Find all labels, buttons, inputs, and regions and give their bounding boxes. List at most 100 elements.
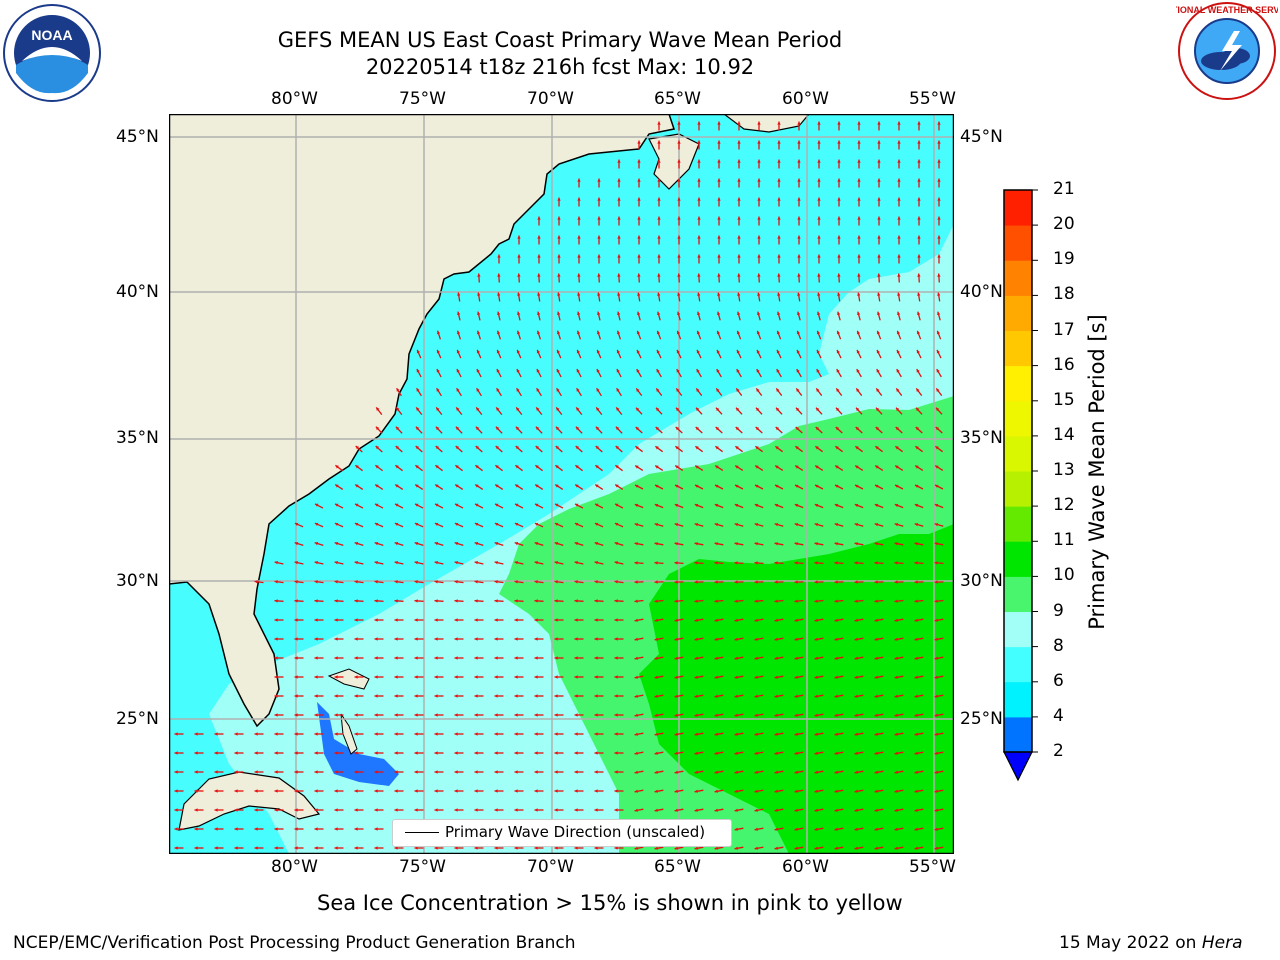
wave-direction-arrowhead <box>634 675 638 679</box>
wave-direction-arrowhead <box>254 846 258 850</box>
wave-direction-arrowhead <box>334 675 338 679</box>
wave-direction-arrowhead <box>335 503 339 507</box>
wave-direction-arrowhead <box>596 349 600 354</box>
wave-direction-arrowhead <box>535 465 539 469</box>
wave-direction-arrowhead <box>634 846 638 850</box>
wave-direction-arrowhead <box>394 599 398 603</box>
wave-direction-arrowhead <box>815 484 819 488</box>
wave-direction-arrowhead <box>617 178 621 182</box>
wave-direction-arrowhead <box>314 694 318 698</box>
wave-direction-arrowhead <box>876 330 881 335</box>
wave-direction-arrowhead <box>774 503 779 508</box>
wave-direction-arrowhead <box>677 178 681 182</box>
wave-direction-arrowhead <box>514 846 518 850</box>
colorbar-tick-label: 4 <box>1053 705 1064 726</box>
land-bahamas <box>327 668 370 755</box>
wave-direction-arrowhead <box>715 465 719 469</box>
wave-direction-arrowhead <box>494 542 499 546</box>
wave-direction-arrowhead <box>477 330 481 335</box>
wave-direction-arrowhead <box>754 732 758 736</box>
wave-direction-arrowhead <box>894 846 898 850</box>
wave-direction-arrowhead <box>757 197 761 201</box>
wave-direction-arrowhead <box>694 770 698 774</box>
wave-direction-arrowhead <box>834 599 838 603</box>
wave-direction-arrowhead <box>717 140 721 144</box>
wave-direction-arrowhead <box>814 523 819 527</box>
wave-direction-arrowhead <box>375 446 380 450</box>
wave-direction-arrowhead <box>274 751 278 755</box>
wave-direction-arrowhead <box>654 599 658 603</box>
wave-direction-arrowhead <box>414 618 418 622</box>
wave-direction-arrowhead <box>694 656 698 660</box>
wave-direction-arrowhead <box>734 846 738 850</box>
wave-direction-arrowhead <box>857 197 861 201</box>
wave-direction-arrowhead <box>834 770 838 774</box>
wave-direction-arrowhead <box>834 808 838 812</box>
wave-direction-arrowhead <box>876 349 880 354</box>
wave-direction-arrowhead <box>817 235 821 239</box>
wave-direction-arrowhead <box>836 388 840 392</box>
wave-direction-arrowhead <box>455 426 460 431</box>
wave-direction-arrowhead <box>895 465 899 469</box>
wave-direction-arrowhead <box>516 407 520 411</box>
wave-direction-arrowhead <box>814 503 819 508</box>
wave-direction-arrowhead <box>837 273 841 277</box>
wave-direction-arrowhead <box>757 121 761 125</box>
wave-direction-arrowhead <box>637 140 641 144</box>
wave-direction-arrowhead <box>334 656 338 660</box>
wave-direction-arrowhead <box>395 426 400 431</box>
wave-direction-arrowhead <box>194 827 198 831</box>
wave-direction-arrowhead <box>837 140 841 144</box>
wave-direction-arrowhead <box>814 751 818 755</box>
wave-direction-arrowhead <box>934 827 938 831</box>
wave-direction-arrowhead <box>174 827 178 831</box>
wave-direction-arrowhead <box>274 827 278 831</box>
wave-direction-arrowhead <box>334 827 338 831</box>
wave-direction-arrowhead <box>614 637 618 641</box>
wave-direction-arrowhead <box>556 388 560 392</box>
wave-direction-arrowhead <box>435 446 440 450</box>
wave-direction-arrowhead <box>934 675 938 679</box>
wave-direction-arrowhead <box>314 751 318 755</box>
wave-direction-arrowhead <box>654 751 658 755</box>
wave-direction-arrowhead <box>774 789 778 793</box>
wave-direction-arrowhead <box>634 637 638 641</box>
wave-direction-arrowhead <box>334 770 338 774</box>
wave-direction-arrowhead <box>776 388 780 392</box>
wave-direction-arrowhead <box>734 770 738 774</box>
wave-direction-arrowhead <box>314 522 319 526</box>
wave-direction-arrowhead <box>754 789 758 793</box>
wave-direction-arrowhead <box>514 637 518 641</box>
wave-direction-arrowhead <box>434 846 438 850</box>
wave-direction-arrowhead <box>717 159 721 163</box>
wave-direction-arrowhead <box>814 580 818 584</box>
wave-direction-arrowhead <box>354 694 358 698</box>
wave-direction-arrowhead <box>616 407 620 411</box>
wave-direction-arrowhead <box>454 846 458 850</box>
wave-direction-arrowhead <box>914 751 918 755</box>
wave-direction-arrowhead <box>754 694 758 698</box>
wave-direction-arrowhead <box>616 388 620 392</box>
wave-direction-arrowhead <box>654 523 659 527</box>
wave-direction-arrowhead <box>934 656 938 660</box>
wave-direction-arrowhead <box>934 846 938 850</box>
colorbar-tick-label: 15 <box>1053 389 1075 410</box>
wave-direction-arrowhead <box>916 330 921 335</box>
wave-direction-arrowhead <box>555 503 559 507</box>
wave-direction-arrowhead <box>675 446 679 450</box>
wave-direction-arrowhead <box>797 254 801 258</box>
wave-direction-arrowhead <box>434 770 438 774</box>
wave-direction-arrowhead <box>734 637 738 641</box>
wave-direction-arrowhead <box>794 618 798 622</box>
map-frame <box>169 114 954 854</box>
wave-direction-arrowhead <box>414 789 418 793</box>
wave-direction-arrowhead <box>636 349 640 354</box>
wave-direction-arrowhead <box>834 618 838 622</box>
wave-direction-arrowhead <box>714 732 718 736</box>
wave-direction-arrowhead <box>696 388 700 392</box>
wave-direction-arrowhead <box>494 580 498 584</box>
wave-direction-arrowhead <box>816 349 820 354</box>
wave-direction-arrowhead <box>614 656 618 660</box>
wave-direction-arrowhead <box>494 846 498 850</box>
wave-direction-arrowhead <box>917 140 921 144</box>
